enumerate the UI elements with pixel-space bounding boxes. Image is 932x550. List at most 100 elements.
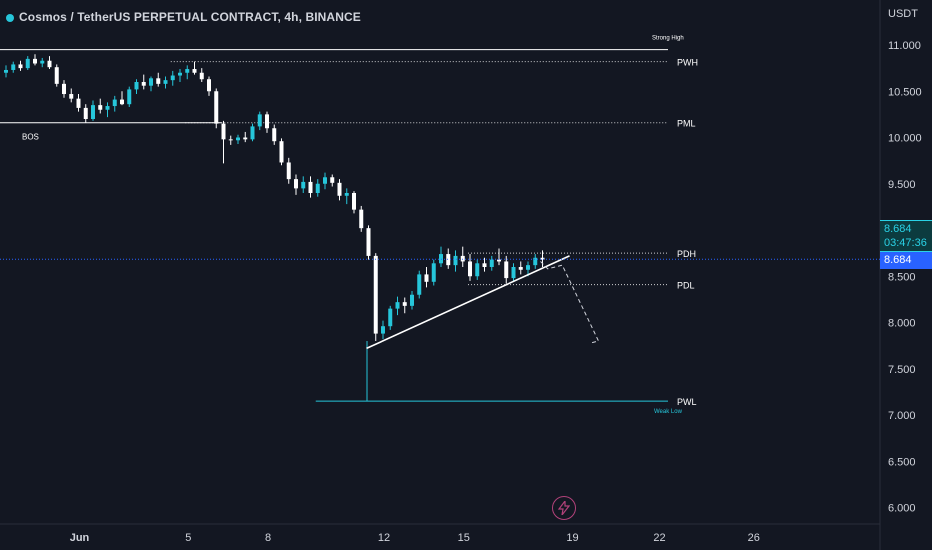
candle-body <box>112 99 117 107</box>
candle-body <box>163 80 168 84</box>
candle-body <box>33 58 37 64</box>
candle-body <box>337 182 342 196</box>
time-tick-label: 15 <box>458 532 470 544</box>
candle-body <box>178 72 182 76</box>
candle-body <box>373 255 378 334</box>
candle-body <box>489 259 494 267</box>
candle-body <box>265 114 269 129</box>
annotation-label: BOS <box>22 133 39 142</box>
level-label-pml: PML <box>677 119 696 129</box>
levels-layer: PWH PML PDH PDL PWL Strong High Weak Low BOS <box>0 36 698 415</box>
candle-body <box>40 60 45 64</box>
candle-body <box>156 78 161 84</box>
price-tick-label: 7.000 <box>888 410 916 422</box>
candle-body <box>410 294 414 306</box>
candle-body <box>294 179 298 189</box>
candle-body <box>250 126 255 140</box>
candle-body <box>359 209 364 229</box>
time-axis[interactable]: Jun 5 8 12 15 19 22 26 <box>70 532 760 544</box>
price-tick-label: 9.500 <box>888 179 916 191</box>
candle-body <box>388 308 393 327</box>
candle-body <box>446 254 451 266</box>
axis-unit[interactable]: USDT <box>888 8 918 20</box>
candle-body <box>301 181 306 189</box>
time-tick-label: 22 <box>653 532 665 544</box>
candle-body <box>76 98 81 108</box>
time-tick-label: 12 <box>378 532 390 544</box>
candle-body <box>207 79 211 92</box>
candle-body <box>344 193 349 196</box>
candle-body <box>279 141 284 163</box>
candle-body <box>526 265 530 270</box>
time-tick-label: Jun <box>70 532 90 544</box>
candle-body <box>54 67 59 84</box>
candle-body <box>366 228 371 256</box>
candles-layer <box>4 54 545 341</box>
time-tick-label: 5 <box>185 532 191 544</box>
candle-body <box>257 114 262 127</box>
candle-body <box>497 259 501 262</box>
symbol-title: Cosmos / TetherUS PERPETUAL CONTRACT, 4h… <box>19 10 361 24</box>
candle-body <box>228 139 233 141</box>
candle-body <box>518 267 523 270</box>
candle-body <box>141 82 146 86</box>
candle-body <box>127 89 132 105</box>
price-tick-label: 10.500 <box>888 86 922 98</box>
candle-body <box>504 261 509 279</box>
chart-title: Cosmos / TetherUS PERPETUAL CONTRACT, 4h… <box>6 10 361 24</box>
time-tick-label: 8 <box>265 532 271 544</box>
candle-body <box>453 255 458 266</box>
level-label-pdl: PDL <box>677 281 695 291</box>
price-tick-label: 7.500 <box>888 364 916 376</box>
candle-body <box>424 274 429 282</box>
candle-body <box>381 326 385 334</box>
candle-body <box>323 177 327 184</box>
candle-body <box>91 105 95 119</box>
flash-icon[interactable] <box>552 496 576 520</box>
candle-body <box>417 274 422 295</box>
drawings-layer <box>366 255 600 350</box>
candle-body <box>199 72 204 80</box>
time-tick-label: 26 <box>748 532 760 544</box>
candle-body <box>192 69 197 73</box>
current-price-tag: 8.684 <box>880 252 932 269</box>
candle-body <box>468 261 472 277</box>
bar-countdown: 03:47:36 <box>884 237 927 249</box>
level-label-pwh: PWH <box>677 58 698 68</box>
candle-body <box>83 107 88 119</box>
candle-body <box>482 263 487 267</box>
candle-body <box>308 181 313 193</box>
annotation-label: Strong High <box>652 36 684 42</box>
candle-body <box>170 75 175 81</box>
trendline <box>366 255 570 350</box>
candle-body <box>69 94 74 99</box>
candle-body <box>540 257 545 260</box>
candle-body <box>243 137 248 140</box>
price-tick-label: 8.500 <box>888 271 916 283</box>
candle-body <box>185 69 190 73</box>
level-label-pwl: PWL <box>677 397 697 407</box>
candle-body <box>214 91 219 124</box>
candle-body <box>330 177 335 183</box>
candle-body <box>221 123 226 140</box>
candle-body <box>286 162 291 180</box>
candle-body <box>98 105 103 110</box>
level-label-pdh: PDH <box>677 249 696 259</box>
candle-body <box>120 99 124 105</box>
candle-body <box>431 263 436 282</box>
price-tick-label: 8.000 <box>888 318 916 330</box>
candle-body <box>47 60 52 68</box>
candle-body <box>439 254 443 264</box>
candle-body <box>149 78 153 86</box>
candle-body <box>460 255 465 262</box>
annotation-label: Weak Low <box>654 409 683 415</box>
last-price-tag: 8.684 03:47:36 <box>880 220 932 252</box>
candle-body <box>105 106 110 110</box>
candle-body <box>11 64 16 70</box>
time-tick-label: 19 <box>566 532 578 544</box>
last-price-value: 8.684 <box>884 223 912 235</box>
candle-body <box>395 302 400 309</box>
candle-body <box>18 64 23 69</box>
